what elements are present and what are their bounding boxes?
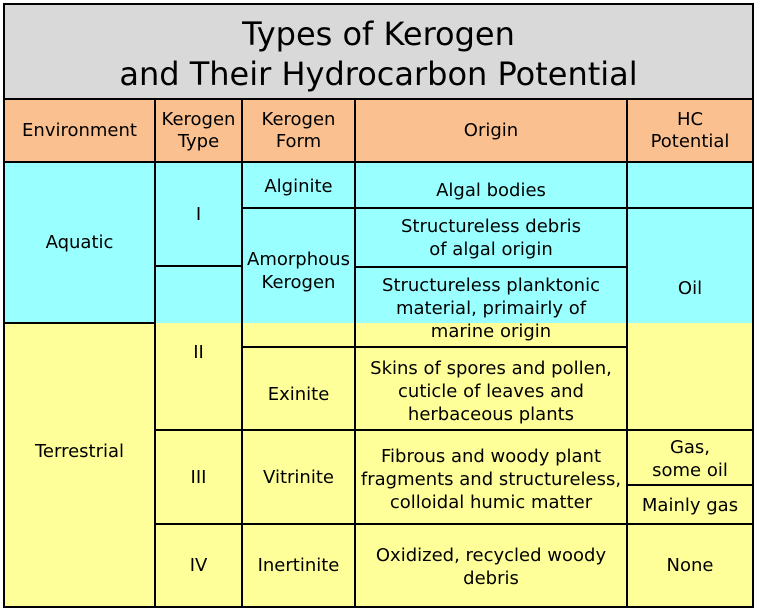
- row-line-origin-mid: [355, 266, 627, 268]
- potential-gas-some-oil: Gas, some oil: [652, 437, 728, 481]
- col-line-2: [241, 99, 243, 608]
- row-line-alginite: [242, 207, 628, 209]
- header-hc-potential: HC Potential: [650, 108, 730, 152]
- row-line-potential-gas: [627, 484, 754, 486]
- origin-spores-pollen: Skins of spores and pollen, cuticle of l…: [370, 357, 612, 425]
- row-line-potential-top: [627, 207, 754, 209]
- type-ii: II: [193, 341, 204, 363]
- potential-none: None: [666, 554, 714, 576]
- title-line-1: Types of Kerogen: [242, 15, 515, 53]
- form-alginite: Alginite: [264, 175, 333, 197]
- form-exinite: Exinite: [267, 383, 330, 405]
- origin-fibrous-woody: Fibrous and woody plant fragments and st…: [360, 445, 622, 513]
- outer-border-right: [752, 3, 754, 608]
- origin-algal-bodies: Algal bodies: [436, 179, 546, 201]
- row-line-amorphous: [242, 346, 628, 348]
- type-iii: III: [190, 466, 207, 488]
- env-terrestrial: Terrestrial: [34, 441, 125, 462]
- row-line-env: [3, 322, 156, 324]
- header-origin: Origin: [463, 119, 519, 141]
- form-amorphous-kerogen: Amorphous Kerogen: [247, 249, 350, 293]
- header-band: [3, 99, 754, 162]
- form-vitrinite: Vitrinite: [263, 466, 334, 488]
- type-i: I: [195, 203, 202, 225]
- row-line-type-ii: [155, 429, 754, 431]
- header-kerogen-form: Kerogen Form: [261, 108, 336, 152]
- title-box: Types of Kerogen and Their Hydrocarbon P…: [3, 3, 754, 99]
- header-kerogen-type: Kerogen Type: [161, 108, 236, 152]
- outer-border-bottom: [3, 606, 754, 608]
- form-inertinite: Inertinite: [257, 554, 340, 576]
- type-iv: IV: [189, 555, 208, 576]
- title-line-2: and Their Hydrocarbon Potential: [119, 55, 638, 93]
- header-environment: Environment: [22, 119, 137, 141]
- col-line-4: [626, 99, 628, 608]
- potential-mainly-gas: Mainly gas: [641, 494, 739, 516]
- aquatic-band: [3, 162, 754, 323]
- env-aquatic: Aquatic: [45, 232, 114, 253]
- row-line-type-i: [155, 265, 243, 267]
- origin-planktonic: Structureless planktonic material, prima…: [382, 274, 600, 342]
- potential-oil: Oil: [677, 277, 703, 299]
- terrestrial-band: [3, 323, 754, 608]
- origin-oxidized-woody: Oxidized, recycled woody debris: [375, 545, 607, 589]
- row-line-type-iii: [155, 523, 754, 525]
- title-bottom-rule: [3, 98, 754, 100]
- col-line-1: [154, 99, 156, 608]
- origin-structureless-algal: Structureless debris of algal origin: [401, 216, 581, 260]
- outer-border-left: [3, 3, 5, 608]
- col-line-3: [354, 99, 356, 608]
- header-bottom-rule: [3, 161, 754, 163]
